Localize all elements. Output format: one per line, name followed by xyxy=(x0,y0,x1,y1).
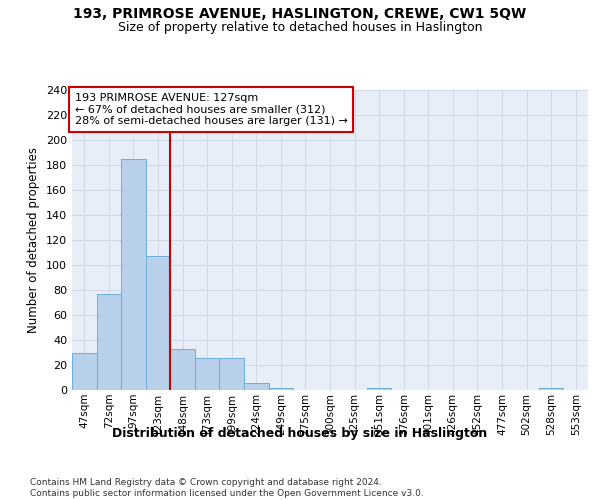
Bar xyxy=(121,159,146,390)
Bar xyxy=(72,352,97,390)
Bar xyxy=(269,388,293,390)
Text: Distribution of detached houses by size in Haslington: Distribution of detached houses by size … xyxy=(112,428,488,440)
Bar xyxy=(244,382,269,390)
Text: Contains HM Land Registry data © Crown copyright and database right 2024.
Contai: Contains HM Land Registry data © Crown c… xyxy=(30,478,424,498)
Bar xyxy=(170,349,195,390)
Bar xyxy=(146,256,170,390)
Bar xyxy=(195,358,220,390)
Bar xyxy=(367,388,391,390)
Bar xyxy=(539,388,563,390)
Text: 193 PRIMROSE AVENUE: 127sqm
← 67% of detached houses are smaller (312)
28% of se: 193 PRIMROSE AVENUE: 127sqm ← 67% of det… xyxy=(74,93,347,126)
Text: Size of property relative to detached houses in Haslington: Size of property relative to detached ho… xyxy=(118,21,482,34)
Bar xyxy=(220,358,244,390)
Text: 193, PRIMROSE AVENUE, HASLINGTON, CREWE, CW1 5QW: 193, PRIMROSE AVENUE, HASLINGTON, CREWE,… xyxy=(73,8,527,22)
Y-axis label: Number of detached properties: Number of detached properties xyxy=(28,147,40,333)
Bar xyxy=(97,294,121,390)
